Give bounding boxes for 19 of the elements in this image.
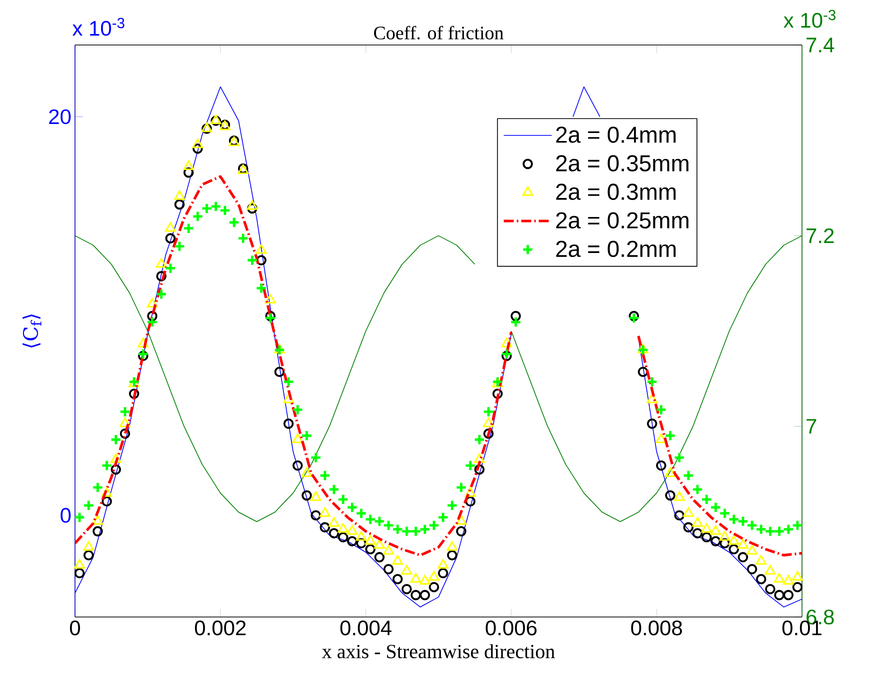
legend-label: 2a = 0.4mm	[556, 126, 676, 143]
legend-label: 2a = 0.3mm	[556, 184, 676, 200]
text: x 10$^{-3}$	[784, 10, 836, 28]
legend-label: 2a = 0.2mm	[556, 240, 676, 258]
y-axis-title: ⟨C$_{f}$⟩	[22, 314, 42, 348]
y-tick-label: 20	[49, 109, 71, 124]
legend-label: 2a = 0.25mm	[556, 212, 688, 229]
legend-label: 2a = 0.35mm	[556, 155, 688, 172]
x-tick-label: 0	[70, 620, 80, 636]
text: x 10$^{-3}$	[72, 18, 124, 36]
x-tick-label: 0.002	[194, 620, 246, 636]
x-tick-label: 0.004	[340, 620, 392, 636]
chart-title: Coeff. of friction	[374, 26, 504, 40]
y2-tick-label: 7	[806, 419, 816, 434]
x-axis-title: x axis - Streamwise direction	[322, 644, 555, 658]
x-tick-label: 0.008	[631, 620, 682, 636]
x-tick-label: 0.006	[486, 620, 537, 636]
y2-tick-label: 7.2	[806, 228, 834, 243]
y2-tick-label: 7.4	[806, 38, 834, 52]
